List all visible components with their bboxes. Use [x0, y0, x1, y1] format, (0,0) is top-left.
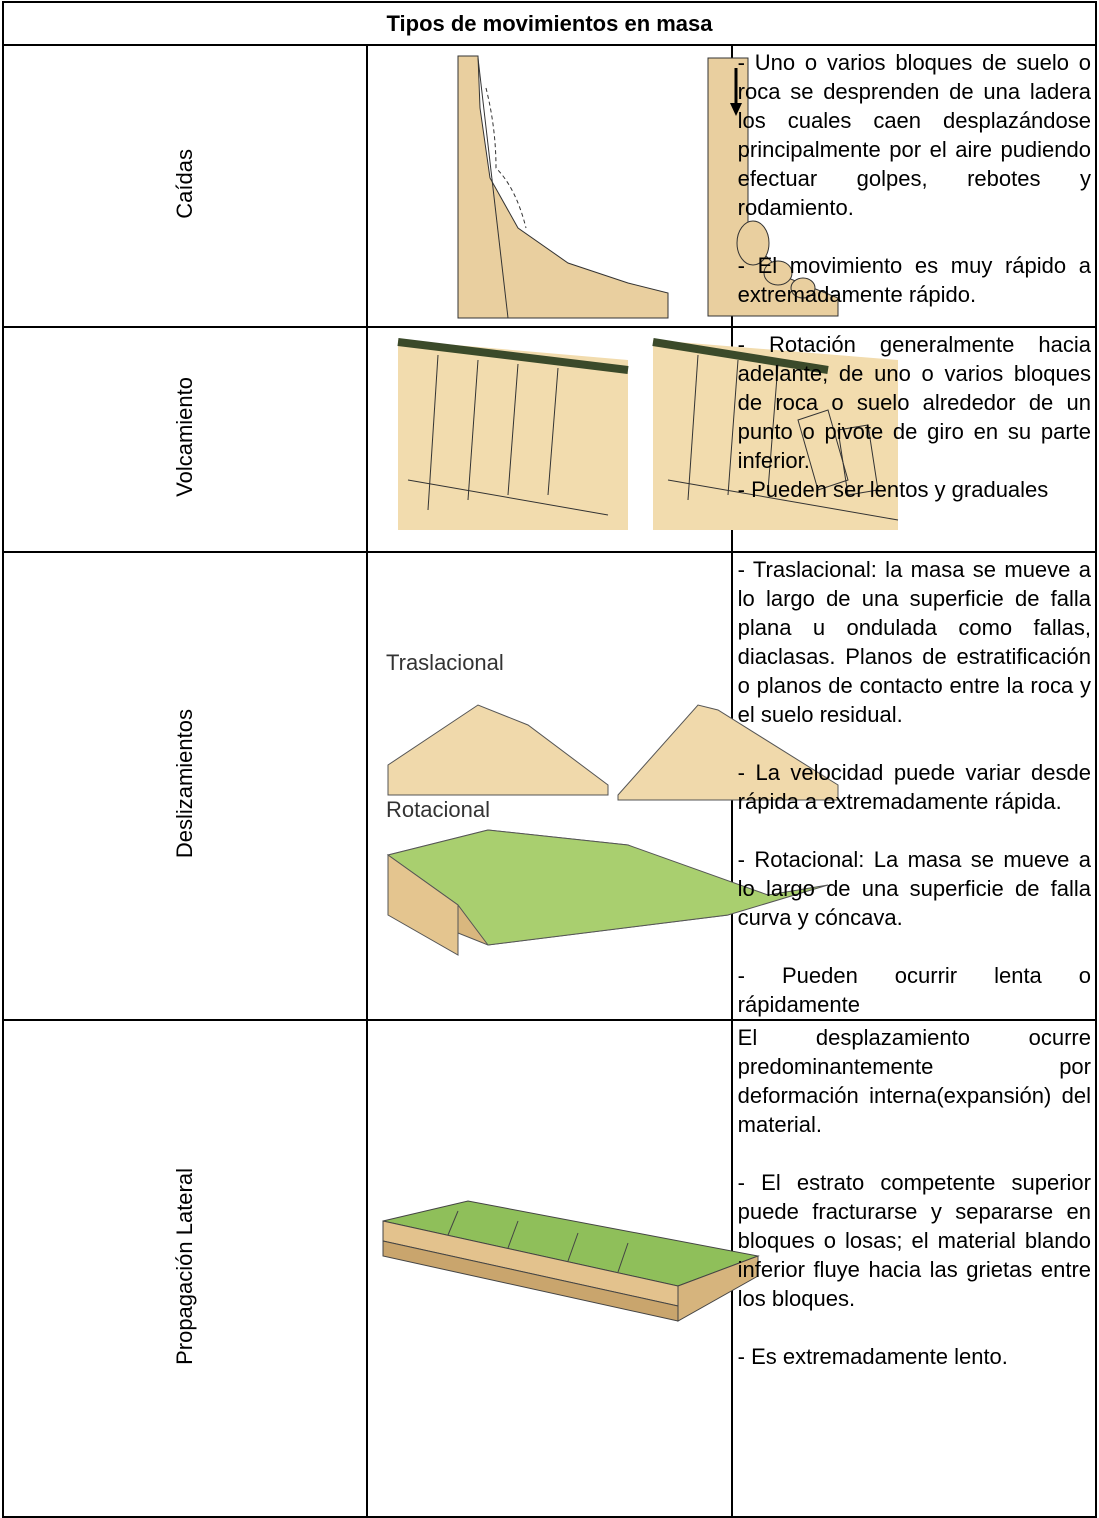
row-label: Deslizamientos — [172, 708, 198, 859]
paragraph: - Uno o varios bloques de suelo o roca s… — [737, 50, 1091, 220]
row-label: Caídas — [172, 148, 198, 219]
description: - Rotación generalmente hacia adelante, … — [730, 326, 1098, 553]
image-label: Traslacional — [386, 650, 504, 675]
lateral-spread-illustration — [382, 1200, 761, 1322]
paragraph: - Rotacional: La masa se mueve a lo larg… — [737, 847, 1091, 930]
row-label: Volcamiento — [172, 377, 198, 497]
paragraph: - Rotación generalmente hacia adelante, … — [737, 332, 1091, 473]
paragraph: - Traslacional: la masa se mueve a lo la… — [737, 557, 1091, 727]
table-title: Tipos de movimientos en masa — [2, 1, 1097, 46]
row-label: Propagación Lateral — [172, 1167, 198, 1365]
falls-illustration — [457, 55, 839, 319]
paragraph: El desplazamiento ocurre predominantemen… — [737, 1025, 1091, 1137]
paragraph: - La velocidad puede variar desde rápida… — [737, 760, 1091, 814]
paragraph: - Pueden ser lentos y graduales — [737, 477, 1049, 502]
description: - Uno o varios bloques de suelo o roca s… — [730, 44, 1098, 328]
paragraph: - El estrato competente superior puede f… — [737, 1170, 1091, 1311]
slides-illustration: Traslacional Rotacional — [386, 650, 839, 956]
description: - Traslacional: la masa se mueve a lo la… — [730, 551, 1098, 1021]
paragraph: - El movimiento es muy rápido a extremad… — [737, 253, 1091, 307]
paragraph: - Pueden ocurrir lenta o rápidamente — [737, 963, 1091, 1017]
paragraph: - Es extremadamente lento. — [737, 1344, 1008, 1369]
toppling-illustration — [397, 338, 899, 530]
image-label: Rotacional — [386, 797, 490, 822]
description: El desplazamiento ocurre predominantemen… — [730, 1019, 1098, 1518]
